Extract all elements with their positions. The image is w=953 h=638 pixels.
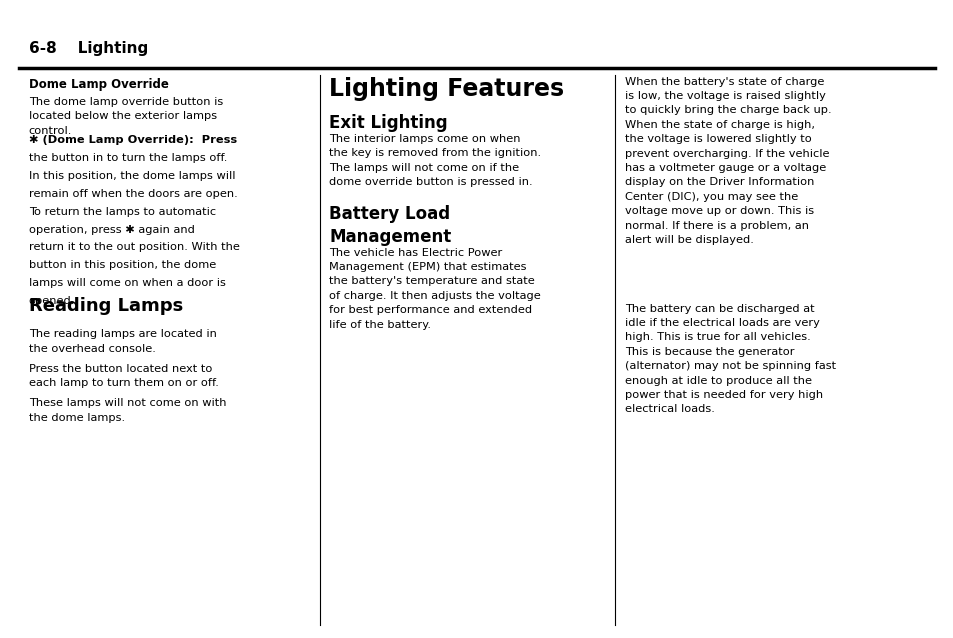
Text: opened.: opened. xyxy=(29,296,75,306)
Text: The vehicle has Electric Power
Management (EPM) that estimates
the battery's tem: The vehicle has Electric Power Managemen… xyxy=(329,248,540,330)
Text: operation, press ✱ again and: operation, press ✱ again and xyxy=(29,225,194,235)
Text: Exit Lighting: Exit Lighting xyxy=(329,114,447,131)
Text: button in this position, the dome: button in this position, the dome xyxy=(29,260,215,271)
Text: The battery can be discharged at
idle if the electrical loads are very
high. Thi: The battery can be discharged at idle if… xyxy=(624,304,835,415)
Text: return it to the out position. With the: return it to the out position. With the xyxy=(29,242,239,253)
Text: ✱ (Dome Lamp Override):  Press: ✱ (Dome Lamp Override): Press xyxy=(29,135,236,145)
Text: When the battery's state of charge
is low, the voltage is raised slightly
to qui: When the battery's state of charge is lo… xyxy=(624,77,831,245)
Text: remain off when the doors are open.: remain off when the doors are open. xyxy=(29,189,237,199)
Text: lamps will come on when a door is: lamps will come on when a door is xyxy=(29,278,225,288)
Text: 6-8    Lighting: 6-8 Lighting xyxy=(29,41,148,57)
Text: Press the button located next to
each lamp to turn them on or off.: Press the button located next to each la… xyxy=(29,364,218,388)
Text: In this position, the dome lamps will: In this position, the dome lamps will xyxy=(29,171,234,181)
Text: Dome Lamp Override: Dome Lamp Override xyxy=(29,78,169,91)
Text: the button in to turn the lamps off.: the button in to turn the lamps off. xyxy=(29,153,227,163)
Text: To return the lamps to automatic: To return the lamps to automatic xyxy=(29,207,215,217)
Text: Lighting Features: Lighting Features xyxy=(329,77,563,101)
Text: The reading lamps are located in
the overhead console.: The reading lamps are located in the ove… xyxy=(29,329,216,353)
Text: The dome lamp override button is
located below the exterior lamps
control.: The dome lamp override button is located… xyxy=(29,97,223,136)
Text: Reading Lamps: Reading Lamps xyxy=(29,297,183,315)
Text: These lamps will not come on with
the dome lamps.: These lamps will not come on with the do… xyxy=(29,398,226,422)
Text: The interior lamps come on when
the key is removed from the ignition.
The lamps : The interior lamps come on when the key … xyxy=(329,134,540,187)
Text: Battery Load
Management: Battery Load Management xyxy=(329,205,451,246)
